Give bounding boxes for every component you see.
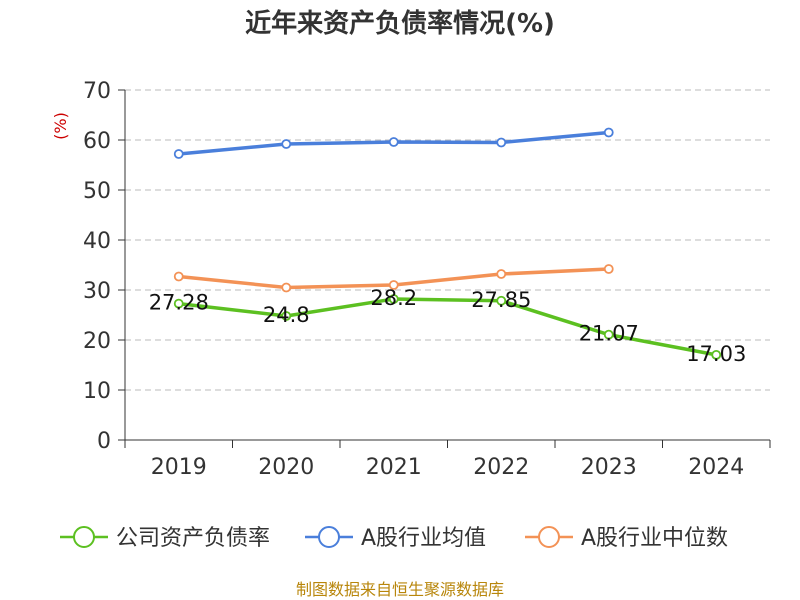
x-tick-label: 2019: [151, 455, 207, 480]
y-tick-label: 50: [83, 179, 111, 204]
data-point: [173, 298, 184, 309]
data-point: [603, 329, 614, 340]
x-tick-label: 2024: [688, 455, 744, 480]
axes: [118, 89, 771, 448]
series-3: [173, 264, 614, 293]
data-point: [388, 294, 399, 304]
y-tick-label: 70: [83, 79, 111, 104]
data-label: 27.85: [471, 288, 531, 312]
legend-marker: [318, 526, 340, 548]
x-tick-label: 2020: [258, 455, 314, 480]
y-axis-unit: (%): [51, 112, 70, 140]
legend-item: A股行业中位数: [525, 526, 728, 551]
series-group: [173, 127, 722, 360]
data-point: [496, 269, 507, 279]
legend-marker: [538, 526, 560, 548]
data-point: [173, 271, 184, 282]
data-point: [388, 280, 399, 290]
legend-label: A股行业均值: [361, 526, 486, 551]
x-tick-label: 2022: [473, 455, 529, 480]
data-label: 21.07: [579, 322, 639, 346]
data-point: [603, 264, 614, 274]
y-tick-label: 40: [83, 229, 111, 254]
data-label: 17.03: [686, 342, 746, 366]
data-point: [388, 137, 399, 147]
legend-label: A股行业中位数: [581, 526, 728, 551]
y-tick-label: 30: [83, 279, 111, 304]
series-2: [173, 127, 614, 159]
data-labels: 27.28 24.8 28.2 27.85 21.07 17.03: [149, 286, 747, 366]
y-tick-label: 60: [83, 129, 111, 154]
x-tick-label: 2021: [366, 455, 422, 480]
legend-label: 公司资产负债率: [116, 526, 270, 551]
data-point: [603, 127, 614, 138]
legend: 公司资产负债率 A股行业均值 A股行业中位数: [60, 526, 728, 551]
y-tick-label: 0: [97, 429, 111, 454]
legend-item: 公司资产负债率: [60, 526, 270, 551]
legend-item: A股行业均值: [305, 526, 486, 551]
data-point: [281, 282, 292, 293]
data-label: 28.2: [370, 286, 417, 310]
data-label: 24.8: [263, 303, 310, 327]
y-tick-labels: 0 10 20 30 40 50 60 70: [83, 79, 111, 454]
data-point: [496, 295, 507, 306]
series-line: [178, 297, 717, 357]
x-tick-labels: 2019 2020 2021 2022 2023 2024: [151, 455, 745, 480]
x-tick-label: 2023: [581, 455, 637, 480]
data-point: [711, 349, 722, 360]
y-tick-label: 20: [83, 329, 111, 354]
data-point: [496, 137, 507, 148]
y-tick-label: 10: [83, 379, 111, 404]
data-source: 制图数据来自恒生聚源数据库: [296, 580, 504, 599]
data-point: [281, 139, 292, 149]
data-point: [173, 149, 184, 159]
chart-title: 近年来资产负债率情况(%): [245, 8, 555, 39]
data-point: [281, 311, 292, 321]
grid-lines: [125, 89, 770, 391]
series-1: [173, 294, 722, 360]
data-label: 27.28: [149, 291, 209, 315]
legend-marker: [73, 526, 95, 548]
